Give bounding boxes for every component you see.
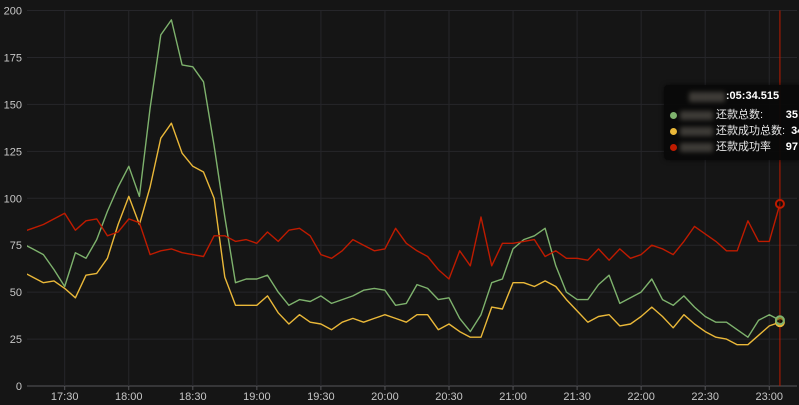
hover-point-marker-2 [774,315,785,326]
x-axis-label: 18:00 [115,391,143,403]
x-axis-label: 20:00 [371,391,399,403]
x-grid: 17:30 18:00 18:30 19:00 19:30 20:00 20:30 21:00… [51,10,783,403]
x-axis-label: 22:00 [627,391,655,403]
y-axis-label: 75 [10,240,22,252]
tooltip-rows: 还款总数: 35 还款成功总数: 34 还款成功率 97 [670,107,799,155]
y-axis-label: 200 [4,6,22,18]
y-grid: 0 25 50 75 100 125 150 175 200 [4,6,797,393]
tooltip-time: :05:34.515 [725,90,780,102]
x-axis-label: 21:30 [563,391,591,403]
tooltip-row: 还款总数: 35 [670,107,798,123]
tooltip-row: 还款成功率 97 [670,139,798,155]
x-axis-label: 22:30 [691,391,719,403]
tooltip-series-label: 还款成功率 [716,140,771,153]
x-axis-label: 21:00 [499,391,527,403]
hover-point-marker-0 [774,198,785,209]
tooltip-series-label: 还款总数: [716,108,764,121]
x-axis-label: 23:00 [755,391,783,403]
series-line-yellow [27,122,781,346]
tooltip-series-value: 34 [791,124,799,137]
tooltip-header: :05:34.515 [670,89,798,104]
redacted-series-prefix-blur [680,142,713,152]
tooltip-series-label: 还款成功总数: [716,124,786,137]
x-axis-label: 17:30 [51,391,79,403]
redacted-series-prefix-blur [680,126,713,136]
y-axis-label: 25 [10,334,22,346]
y-axis-label: 175 [4,52,22,64]
series-color-dot-icon [670,143,677,151]
series-line-green [27,19,781,338]
x-axis-label: 19:00 [243,391,271,403]
tooltip-series-value: 35 [785,108,798,121]
y-axis-label: 125 [4,146,22,158]
y-axis-label: 0 [16,381,22,393]
tooltip-series-value: 97 [785,140,798,153]
x-axis-label: 20:30 [435,391,463,403]
y-axis-label: 100 [4,193,22,205]
series-color-dot-icon [670,111,677,119]
y-axis-label: 150 [4,99,22,111]
x-axis-label: 18:30 [179,391,207,403]
y-axis-label: 50 [10,287,22,299]
series-line-red [27,203,781,280]
redacted-date-blur [688,91,725,102]
series-color-dot-icon [670,127,677,135]
x-axis-label: 19:30 [307,391,335,403]
tooltip-row: 还款成功总数: 34 [670,123,799,139]
redacted-series-prefix-blur [680,110,713,120]
tooltip: :05:34.515 还款总数: 35 还款成功总数: 34 还款成功率 97 [664,85,799,160]
